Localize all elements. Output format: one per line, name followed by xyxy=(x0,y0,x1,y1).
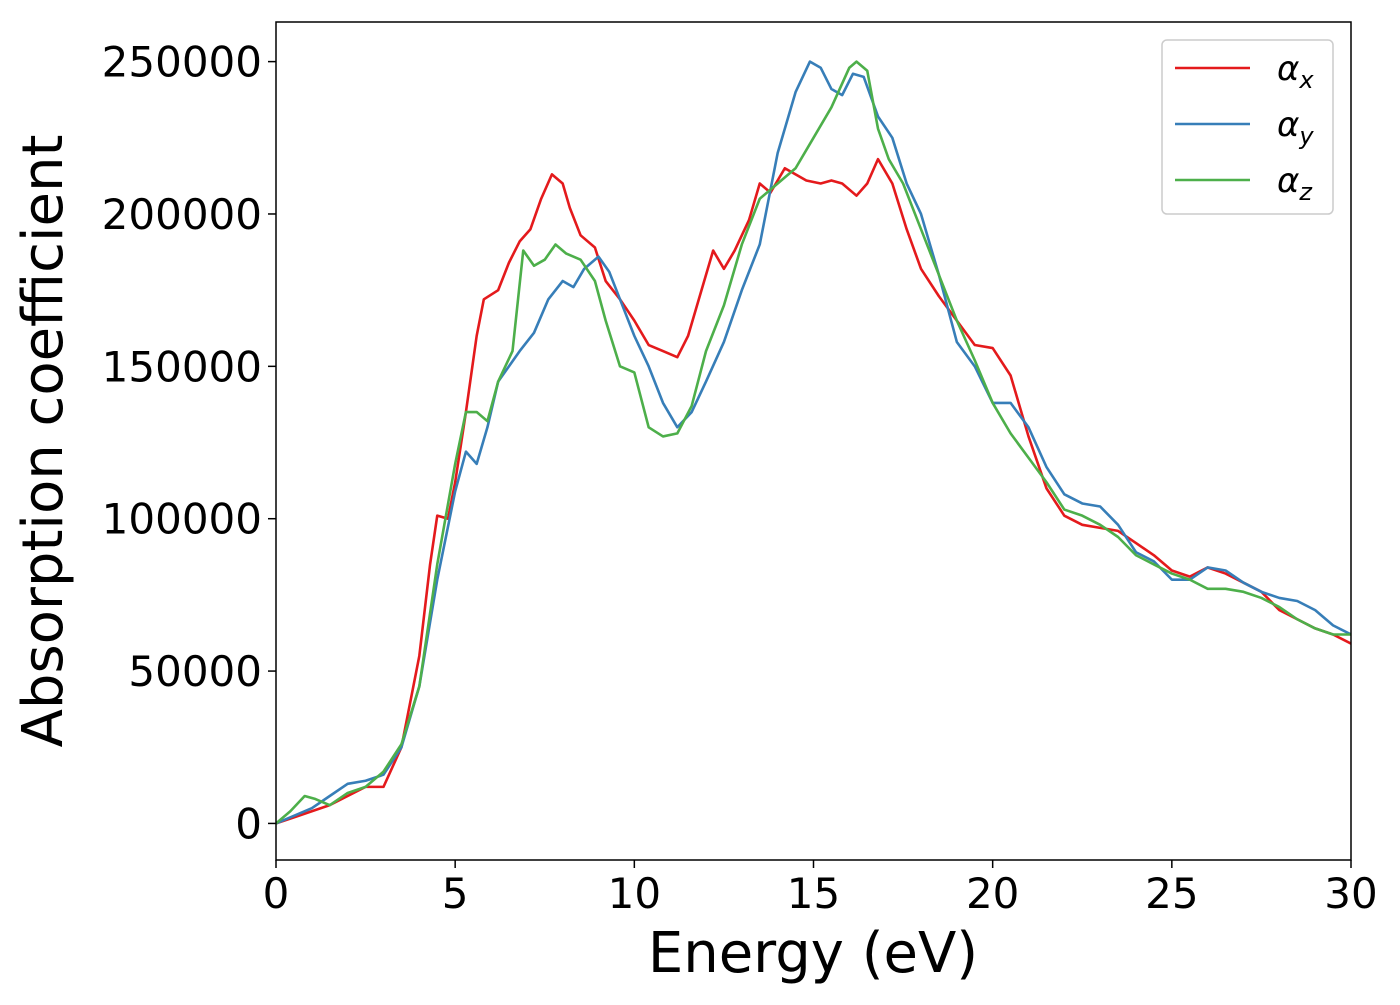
legend-box xyxy=(1161,39,1334,215)
legend-label-z: αz xyxy=(1277,161,1313,206)
y-axis-label: Absorption coefficient xyxy=(11,135,76,748)
y-tick-label: 150000 xyxy=(102,342,262,391)
x-axis-ticks: 0 5 10 15 20 25 30 xyxy=(263,860,1378,918)
y-axis-ticks: 0 50000 100000 150000 200000 250000 xyxy=(102,38,276,848)
x-tick-label: 25 xyxy=(1145,869,1198,918)
legend-label-subscript: y xyxy=(1298,122,1314,150)
legend-label-main: α xyxy=(1277,105,1299,145)
legend-label-y: αy xyxy=(1277,105,1314,150)
legend-label-subscript: z xyxy=(1298,178,1313,206)
series-line-x xyxy=(276,157,1351,825)
x-tick-label: 0 xyxy=(263,869,290,918)
x-tick-label: 15 xyxy=(787,869,840,918)
legend-label-main: α xyxy=(1277,49,1299,89)
legend-label-subscript: x xyxy=(1298,66,1314,94)
y-tick-label: 200000 xyxy=(102,190,262,239)
series-line-y xyxy=(276,60,1351,825)
series-layer xyxy=(276,60,1351,825)
y-tick-label: 0 xyxy=(235,799,262,848)
x-tick-label: 30 xyxy=(1324,869,1377,918)
legend-label-main: α xyxy=(1277,161,1299,201)
y-tick-label: 250000 xyxy=(102,38,262,87)
y-tick-label: 100000 xyxy=(102,495,262,544)
series-line-z xyxy=(276,60,1351,825)
x-axis-label: Energy (eV) xyxy=(648,921,978,986)
x-tick-label: 20 xyxy=(966,869,1019,918)
y-tick-label: 50000 xyxy=(128,647,262,696)
legend-label-x: αx xyxy=(1277,49,1314,94)
x-tick-label: 10 xyxy=(608,869,661,918)
x-tick-label: 5 xyxy=(442,869,469,918)
